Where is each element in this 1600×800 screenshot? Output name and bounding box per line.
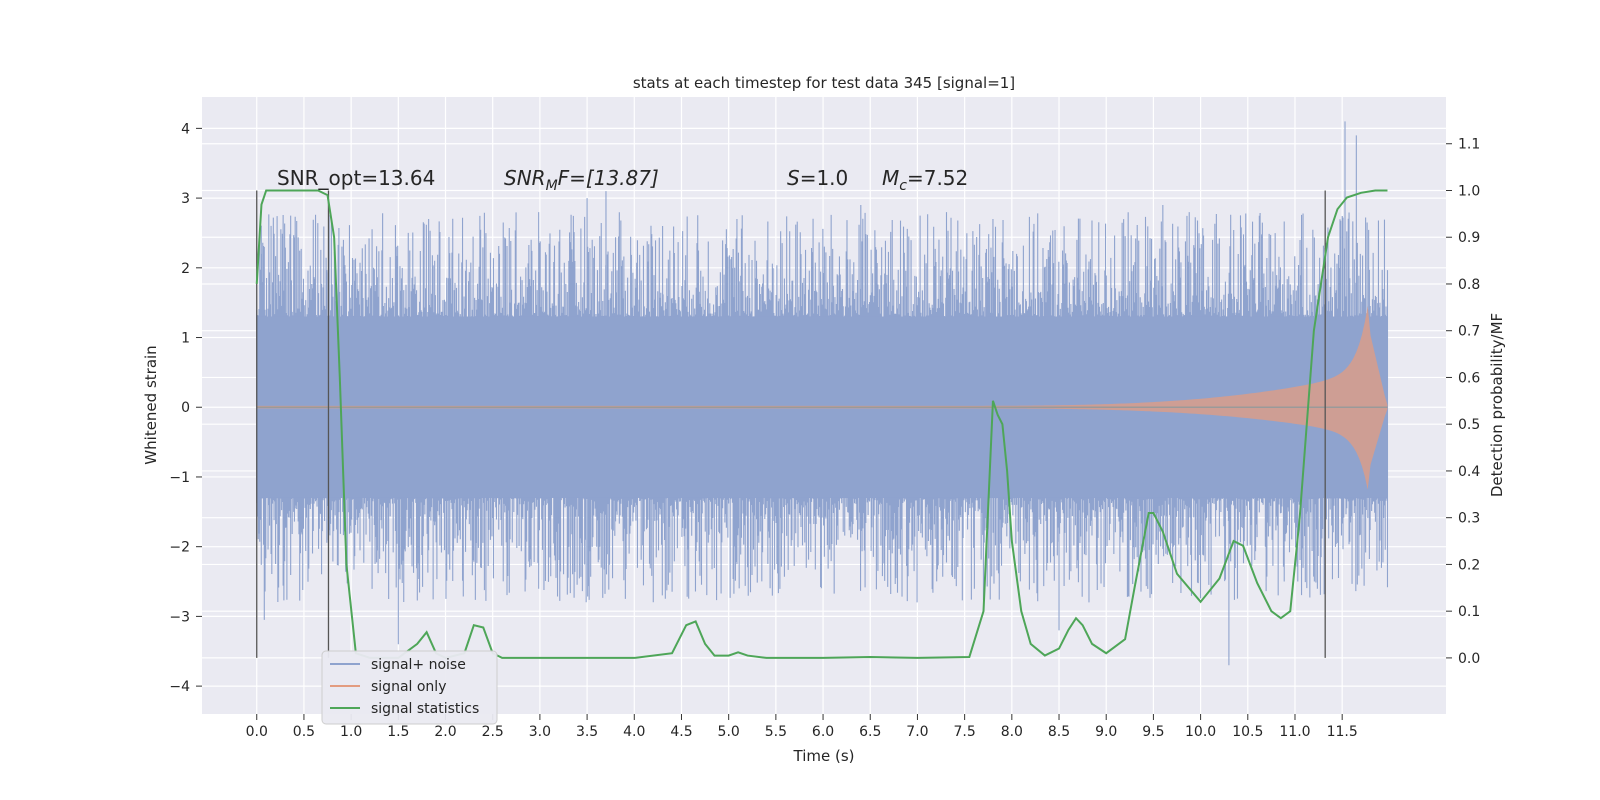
x-tick-label: 8.0 [1001,724,1023,740]
x-tick-label: 0.0 [246,724,268,740]
x-tick-label: 1.5 [387,724,409,740]
x-tick-label: 11.0 [1279,724,1310,740]
legend: signal+ noise signal only signal statist… [321,650,498,725]
y2-tick-label: 0.4 [1458,464,1480,480]
x-tick-label: 1.0 [340,724,362,740]
x-tick-label: 6.0 [812,724,834,740]
y-tick-label: −2 [169,540,190,556]
annotation-snr-mf: SNRMF=[13.87] [504,166,659,194]
y2-tick-label: 0.8 [1458,277,1480,293]
annotation-s: S=1.0 [787,166,848,190]
y2-tick-label: 0.7 [1458,324,1480,340]
y2-tick-label: 0.1 [1458,604,1480,620]
x-tick-label: 4.5 [670,724,692,740]
x-tick-label: 3.0 [529,724,551,740]
y2-tick-label: 0.5 [1458,417,1480,433]
x-tick-label: 11.5 [1327,724,1358,740]
y-tick-label: 3 [181,191,190,207]
x-axis-ticks: 0.0 0.5 1.0 1.5 2.0 2.5 3.0 3.5 4.0 4.5 5.0 5.5 6.0 6… [246,714,1358,740]
x-tick-label: 0.5 [293,724,315,740]
legend-box [321,650,498,725]
y2-axis-ticks: 1.1 1.0 0.9 0.8 0.7 0.6 0.5 0.4 0.3 0.2 0.1 0.0 [1446,137,1480,667]
x-tick-label: 2.0 [434,724,456,740]
y-tick-label: 0 [181,400,190,416]
y2-tick-label: 0.0 [1458,651,1480,667]
y-axis-ticks: 4 3 2 1 0 −1 −2 −3 −4 [169,121,202,695]
y2-tick-label: 1.1 [1458,137,1480,153]
x-tick-label: 8.5 [1048,724,1070,740]
chart-title: stats at each timestep for test data 345… [633,74,1015,92]
x-tick-label: 5.5 [765,724,787,740]
y2-tick-label: 0.9 [1458,230,1480,246]
x-axis-label: Time (s) [793,747,855,765]
signal-only-series [256,306,1388,490]
y-axis-label: Whitened strain [142,345,160,464]
x-tick-label: 3.5 [576,724,598,740]
x-tick-label: 6.5 [859,724,881,740]
x-tick-label: 7.0 [906,724,928,740]
y-tick-label: 2 [181,261,190,277]
y-tick-label: 1 [181,331,190,347]
y2-tick-label: 0.6 [1458,370,1480,386]
annotation-snr-opt: SNR_opt=13.64 [277,166,435,190]
x-tick-label: 4.0 [623,724,645,740]
y-tick-label: −3 [169,609,190,625]
x-tick-label: 9.5 [1142,724,1164,740]
x-tick-label: 9.0 [1095,724,1117,740]
y2-tick-label: 0.3 [1458,511,1480,527]
x-tick-label: 10.0 [1185,724,1216,740]
y2-axis-label: Detection probability/MF [1488,313,1506,497]
legend-label-statistics: signal statistics [371,701,479,717]
x-tick-label: 5.0 [718,724,740,740]
legend-label-noise: signal+ noise [371,657,466,673]
x-tick-label: 2.5 [482,724,504,740]
y2-tick-label: 0.2 [1458,557,1480,573]
y2-tick-label: 1.0 [1458,183,1480,199]
legend-label-signal: signal only [371,679,446,695]
annotation-mc: Mc=7.52 [882,166,968,194]
x-tick-label: 7.5 [954,724,976,740]
y-tick-label: −1 [169,470,190,486]
x-tick-label: 10.5 [1232,724,1263,740]
y-tick-label: 4 [181,121,190,137]
y-tick-label: −4 [169,679,190,695]
